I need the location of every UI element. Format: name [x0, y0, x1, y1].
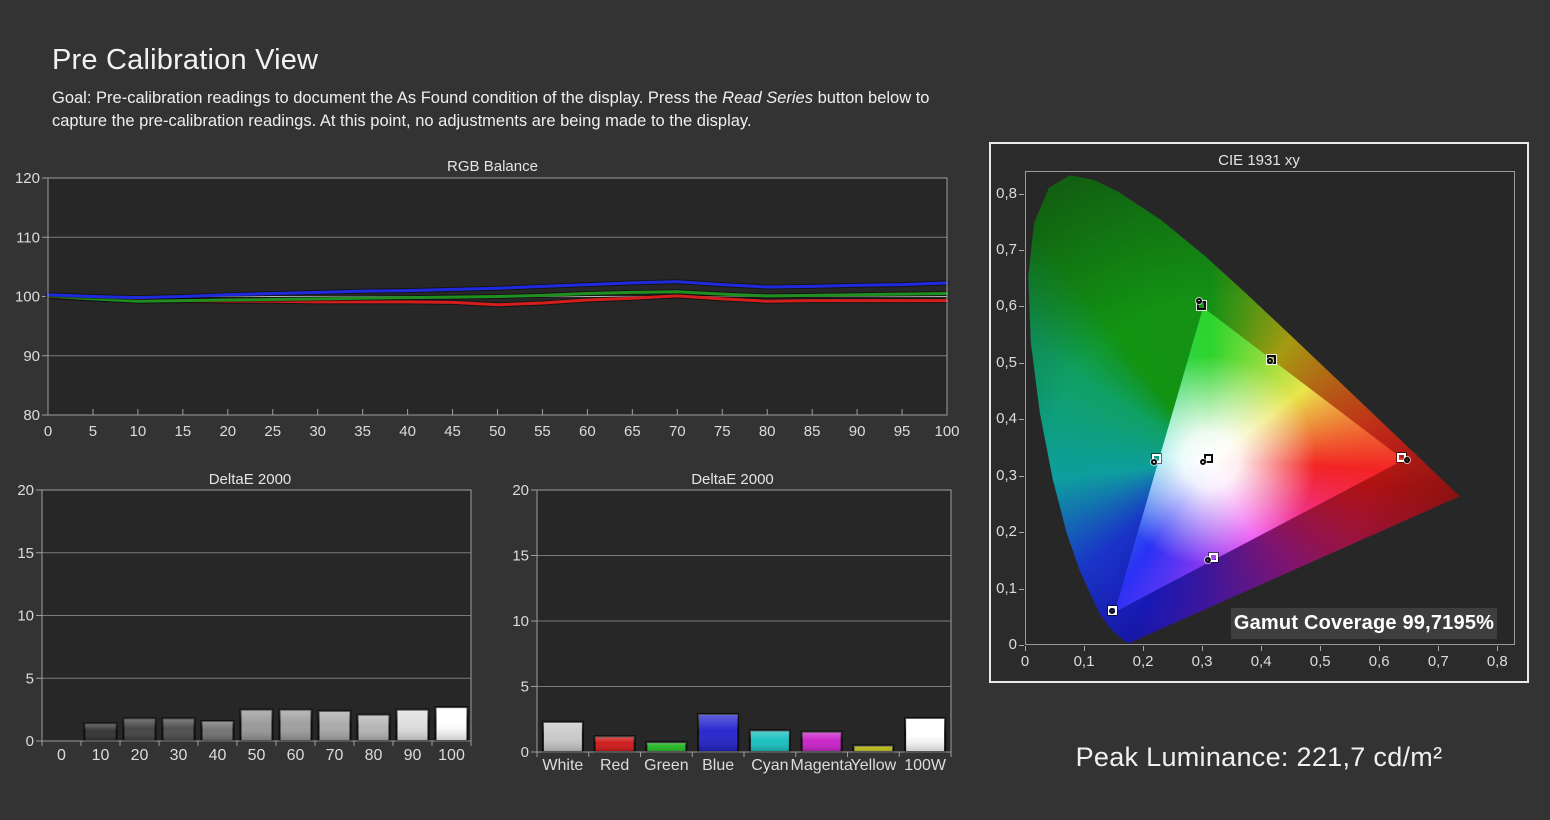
svg-text:40: 40: [399, 423, 416, 440]
svg-text:10: 10: [92, 747, 110, 764]
cie-1931-panel: CIE 1931 xy Gamut Coverage 99,7195% 0 0,1…: [989, 142, 1529, 683]
header: Pre Calibration View Goal: Pre-calibrati…: [52, 44, 1052, 133]
cie-y-tick-label: 0,8: [987, 185, 1017, 202]
pre-calibration-view: Pre Calibration View Goal: Pre-calibrati…: [0, 0, 1550, 820]
svg-text:5: 5: [26, 670, 34, 687]
svg-text:90: 90: [23, 348, 40, 365]
svg-text:15: 15: [175, 423, 192, 440]
page-title: Pre Calibration View: [52, 44, 1052, 77]
deltae-color-plot: 0 5 10 15 20 White Red Green Blue CyanMagentaYell…: [495, 468, 970, 780]
svg-text:110: 110: [16, 229, 40, 246]
svg-text:75: 75: [714, 423, 731, 440]
svg-text:120: 120: [15, 170, 40, 187]
svg-text:Green: Green: [644, 757, 688, 774]
svg-text:40: 40: [209, 747, 227, 764]
svg-text:50: 50: [248, 747, 266, 764]
svg-text:0: 0: [521, 744, 529, 761]
svg-text:95: 95: [894, 423, 911, 440]
svg-text:30: 30: [309, 423, 326, 440]
svg-text:100: 100: [15, 289, 40, 306]
svg-text:Red: Red: [600, 757, 629, 774]
svg-text:45: 45: [444, 423, 461, 440]
svg-text:5: 5: [89, 423, 97, 440]
goal-text: Goal: Pre-calibration readings to docume…: [52, 87, 1052, 133]
cie-y-tick-label: 0: [987, 636, 1017, 653]
cie-measurement-yellow: [1267, 358, 1273, 364]
cie-y-tick-label: 0,1: [987, 580, 1017, 597]
svg-text:25: 25: [264, 423, 281, 440]
cie-plot: Gamut Coverage 99,7195%: [1025, 171, 1515, 645]
svg-text:0: 0: [26, 733, 34, 750]
svg-text:50: 50: [489, 423, 506, 440]
svg-text:80: 80: [759, 423, 776, 440]
svg-text:100: 100: [438, 747, 465, 764]
cie-x-tick-label: 0,6: [1357, 653, 1401, 670]
cie-y-tick-label: 0,6: [987, 297, 1017, 314]
svg-text:White: White: [542, 757, 583, 774]
svg-text:5: 5: [521, 679, 529, 696]
rgb-balance-chart: RGB Balance 8090100110120051015202530354…: [0, 155, 985, 447]
cie-y-tick-label: 0,2: [987, 523, 1017, 540]
svg-text:Blue: Blue: [702, 757, 734, 774]
svg-text:0: 0: [57, 747, 66, 764]
svg-text:Cyan: Cyan: [751, 757, 788, 774]
goal-emphasis: Read Series: [722, 89, 813, 107]
svg-text:10: 10: [130, 423, 147, 440]
peak-luminance-readout: Peak Luminance: 221,7 cd/m²: [989, 742, 1529, 773]
cie-x-tick-label: 0,8: [1475, 653, 1519, 670]
svg-text:85: 85: [804, 423, 821, 440]
cie-y-tick-label: 0,4: [987, 410, 1017, 427]
deltae-color-chart: DeltaE 2000 05101520WhiteRedGreenBlueCya…: [495, 468, 970, 780]
cie-x-tick-label: 0,7: [1416, 653, 1460, 670]
cie-x-tick-label: 0: [1003, 653, 1047, 670]
svg-text:65: 65: [624, 423, 641, 440]
svg-text:60: 60: [579, 423, 596, 440]
goal-line2: capture the pre-calibration readings. At…: [52, 112, 752, 130]
svg-text:100: 100: [934, 423, 959, 440]
cie-y-tick-label: 0,7: [987, 241, 1017, 258]
svg-text:20: 20: [131, 747, 149, 764]
deltae-grayscale-chart: DeltaE 2000 0510152001020304050607080901…: [0, 468, 500, 768]
svg-text:70: 70: [669, 423, 686, 440]
svg-text:10: 10: [512, 613, 529, 630]
svg-text:Magenta: Magenta: [790, 757, 852, 774]
svg-text:60: 60: [287, 747, 305, 764]
svg-text:10: 10: [17, 608, 34, 625]
svg-text:90: 90: [404, 747, 422, 764]
svg-text:20: 20: [219, 423, 236, 440]
cie-x-tick-label: 0,5: [1298, 653, 1342, 670]
svg-text:15: 15: [512, 548, 529, 565]
svg-text:Yellow: Yellow: [851, 757, 897, 774]
svg-text:80: 80: [23, 407, 40, 424]
cie-x-tick-label: 0,3: [1180, 653, 1224, 670]
rgb-balance-plot: 80 90 100 110 120 0 5 10 15 20 25 30 35 40 45 50 55 60 65 7…: [0, 155, 985, 447]
svg-text:20: 20: [512, 482, 529, 499]
svg-text:0: 0: [44, 423, 52, 440]
cie-x-tick-label: 0,2: [1121, 653, 1165, 670]
svg-text:30: 30: [170, 747, 188, 764]
cie-x-tick-label: 0,4: [1239, 653, 1283, 670]
svg-text:90: 90: [849, 423, 866, 440]
gamut-coverage-badge: Gamut Coverage 99,7195%: [1231, 608, 1497, 639]
cie-y-tick-label: 0,5: [987, 354, 1017, 371]
svg-text:70: 70: [326, 747, 344, 764]
svg-text:80: 80: [365, 747, 383, 764]
svg-text:20: 20: [17, 482, 34, 499]
goal-suffix: button below to: [813, 89, 930, 107]
svg-text:100W: 100W: [904, 757, 947, 774]
cie-y-tick-label: 0,3: [987, 467, 1017, 484]
goal-prefix: Goal: Pre-calibration readings to docume…: [52, 89, 722, 107]
svg-text:15: 15: [17, 545, 34, 562]
deltae-grayscale-plot: 0 5 10 15 20 0 10 20 30 40 50 60 70 80 90 100: [0, 468, 500, 768]
cie-title: CIE 1931 xy: [991, 152, 1527, 169]
cie-measurement-cyan: [1151, 459, 1157, 465]
svg-text:35: 35: [354, 423, 371, 440]
svg-text:55: 55: [534, 423, 551, 440]
cie-x-tick-label: 0,1: [1062, 653, 1106, 670]
